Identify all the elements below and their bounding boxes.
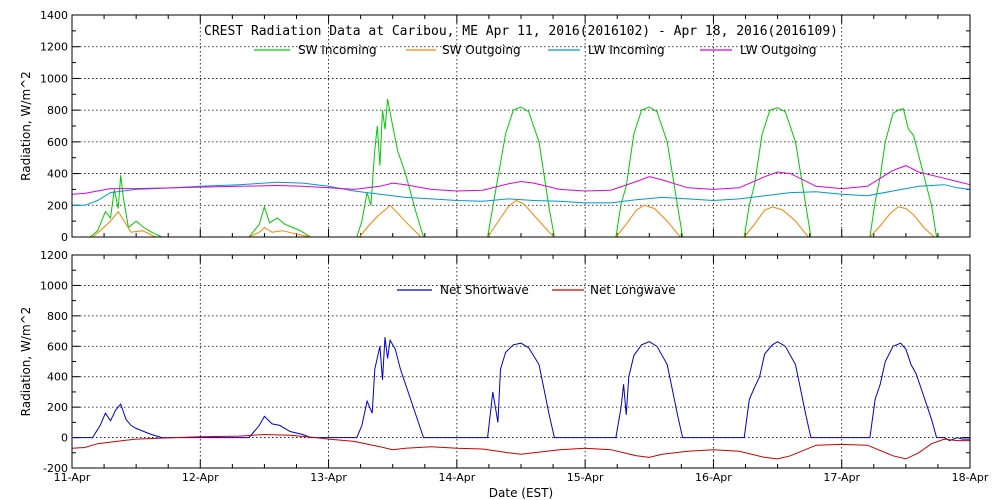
y-tick-label: 200 <box>47 199 68 212</box>
legend-label: SW Outgoing <box>442 43 521 57</box>
x-tick-label: 15-Apr <box>567 471 604 484</box>
series-line-net-longwave <box>71 433 970 460</box>
x-tick-label: 18-Apr <box>952 471 989 484</box>
series-line-sw-outgoing <box>72 199 970 238</box>
legend-label: LW Incoming <box>588 43 665 57</box>
chart-panel-2: -200 0 200 400 600 800 1000 1200 Net Shortwave Ne… <box>19 249 989 500</box>
legend-label: Net Shortwave <box>440 283 529 297</box>
legend-label: LW Outgoing <box>740 43 817 57</box>
y-tick-label: 0 <box>61 432 68 445</box>
y-tick-label: 1000 <box>40 279 68 292</box>
plot-frame <box>71 14 971 238</box>
legend-label: SW Incoming <box>298 43 377 57</box>
y-tick-label: 1200 <box>40 41 68 54</box>
x-tick-label: 14-Apr <box>438 471 475 484</box>
x-tick-label: 17-Apr <box>823 471 860 484</box>
y-tick-label: 1000 <box>40 72 68 85</box>
x-tick-label: 12-Apr <box>182 471 219 484</box>
y-tick-label: 600 <box>47 136 68 149</box>
y-axis-label: Radiation, W/m^2 <box>19 307 33 417</box>
y-tick-label: 800 <box>47 310 68 323</box>
x-tick-label: 16-Apr <box>695 471 732 484</box>
y-tick-label: 400 <box>47 168 68 181</box>
y-tick-label: 1400 <box>40 9 68 22</box>
chart-title: CREST Radiation Data at Caribou, ME Apr … <box>204 24 838 39</box>
x-axis-label: Date (EST) <box>489 486 553 500</box>
plot-frame <box>71 254 971 469</box>
y-tick-label: 1200 <box>40 249 68 262</box>
y-tick-label: 400 <box>47 371 68 384</box>
series-line-lw-outgoing <box>71 165 971 195</box>
y-tick-label: 800 <box>47 104 68 117</box>
y-tick-label: -200 <box>43 462 68 475</box>
x-tick-label: 13-Apr <box>310 471 347 484</box>
y-axis-label: Radiation, W/m^2 <box>19 71 33 181</box>
chart-panel-1: 0 200 400 600 800 1000 1200 1400 SW Incoming SW O… <box>19 9 971 244</box>
legend-label: Net Longwave <box>590 283 676 297</box>
series-line-lw-incoming <box>72 181 971 206</box>
y-tick-label: 200 <box>47 401 68 414</box>
series-line-sw-incoming <box>72 98 970 238</box>
y-tick-label: 600 <box>47 340 68 353</box>
series-line-net-shortwave <box>72 337 970 442</box>
y-tick-label: 0 <box>61 231 68 244</box>
x-tick-label: 11-Apr <box>54 471 91 484</box>
